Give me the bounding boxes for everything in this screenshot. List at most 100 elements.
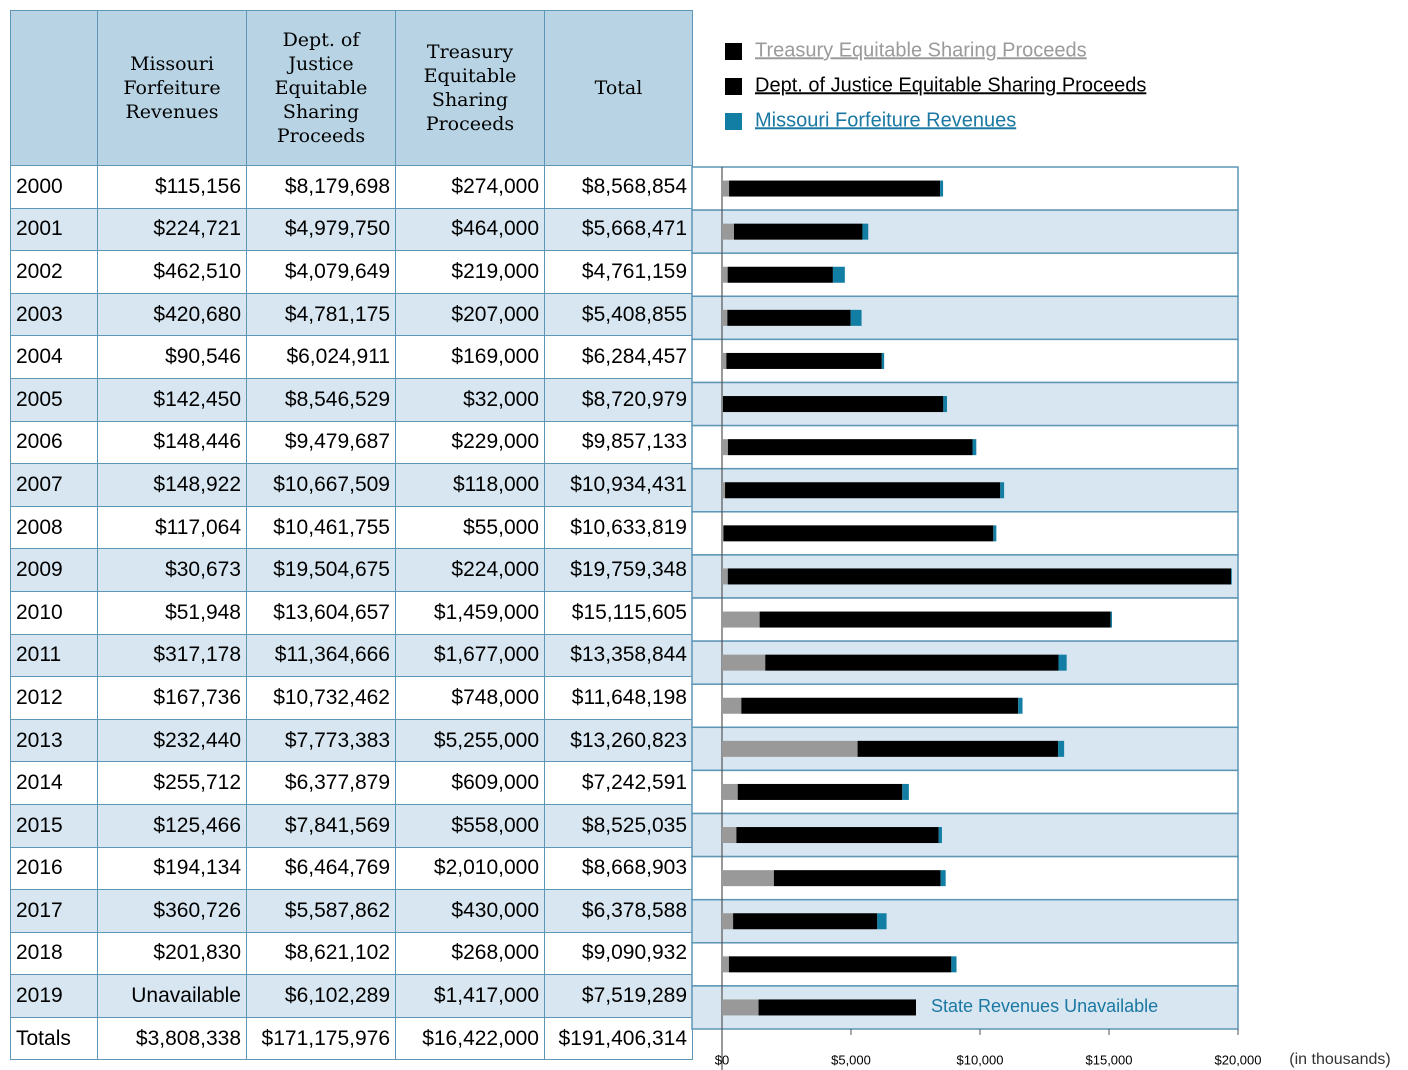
bar-segment	[773, 870, 941, 887]
table-cell: $125,466	[97, 803, 247, 848]
table-cell: $6,464,769	[246, 846, 396, 891]
bar-segment	[902, 783, 909, 800]
table-cell: $317,178	[97, 633, 247, 678]
table-cell: $55,000	[395, 505, 545, 550]
table-cell: $274,000	[395, 165, 545, 209]
bar-segment	[727, 266, 833, 283]
bar-segment	[1230, 568, 1232, 585]
table-cell: $420,680	[97, 292, 247, 337]
annotation: State Revenues Unavailable	[931, 996, 1158, 1016]
totals-row: Totals $3,808,338 $171,175,976 $16,422,000 $…	[10, 1016, 693, 1061]
legend-swatch	[725, 78, 742, 95]
bar-segment	[722, 870, 774, 887]
table-cell: Totals	[10, 1016, 98, 1061]
bar-segment	[722, 396, 723, 413]
table-cell: $224,721	[97, 207, 247, 252]
bar-segment	[993, 525, 997, 542]
table-cell: $1,417,000	[395, 974, 545, 1018]
bar-segment	[722, 740, 858, 757]
table-cell: 2011	[10, 633, 98, 678]
table-cell: $3,808,338	[97, 1016, 247, 1061]
table-cell: $6,102,289	[246, 974, 396, 1018]
table-row: 2008 $117,064 $10,461,755 $55,000 $10,633,81…	[10, 505, 693, 550]
table-row: 2007 $148,922 $10,667,509 $118,000 $10,934,4…	[10, 463, 693, 507]
bar-segment	[741, 697, 1019, 714]
table-cell: $10,732,462	[246, 676, 396, 720]
header-row: Missouri Forfeiture Revenues Dept. of Jus…	[10, 10, 693, 166]
table-cell: $191,406,314	[544, 1016, 693, 1061]
row-stripe	[691, 295, 1239, 341]
table-cell: $7,773,383	[246, 718, 396, 763]
table-cell: 2016	[10, 846, 98, 891]
bar-segment	[951, 956, 957, 973]
bar-segment	[722, 482, 726, 499]
table-cell: $748,000	[395, 676, 545, 720]
bar-segment	[862, 223, 869, 240]
table-cell: 2007	[10, 463, 98, 507]
bar-segment	[727, 568, 1231, 585]
table-cell: $171,175,976	[246, 1016, 396, 1061]
bar-segment	[857, 740, 1059, 757]
header-cell: Missouri Forfeiture Revenues	[97, 10, 247, 166]
table-cell: $7,242,591	[544, 761, 693, 805]
table-cell: $117,064	[97, 505, 247, 550]
table-cell: $19,759,348	[544, 548, 693, 592]
bar-segment	[733, 223, 863, 240]
table-cell: 2018	[10, 931, 98, 976]
table-cell: $10,667,509	[246, 463, 396, 507]
bar-segment	[1110, 611, 1112, 628]
table-row: 2009 $30,673 $19,504,675 $224,000 $19,759,34…	[10, 548, 693, 592]
table-cell: $15,115,605	[544, 590, 693, 635]
table-row: 2016 $194,134 $6,464,769 $2,010,000 $8,668,9…	[10, 846, 693, 891]
bar-segment	[938, 827, 942, 844]
bar-segment	[722, 180, 730, 197]
bar-segment	[722, 913, 734, 930]
table-row: 2017 $360,726 $5,587,862 $430,000 $6,378,588	[10, 889, 693, 933]
table-cell: Unavailable	[97, 974, 247, 1018]
x-tick-label: $0	[715, 1052, 729, 1067]
table-cell: $51,948	[97, 590, 247, 635]
bar-segment	[722, 827, 737, 844]
bar-segment	[940, 180, 944, 197]
bar-segment	[1058, 740, 1065, 757]
table-cell: $118,000	[395, 463, 545, 507]
table-cell: 2010	[10, 590, 98, 635]
data-table: Missouri Forfeiture Revenues Dept. of Jus…	[10, 10, 693, 1061]
table-cell: $194,134	[97, 846, 247, 891]
bar-segment	[722, 352, 727, 369]
legend-label: Missouri Forfeiture Revenues	[755, 109, 1016, 131]
table-row: 2013 $232,440 $7,773,383 $5,255,000 $13,260,…	[10, 718, 693, 763]
bar-segment	[728, 956, 952, 973]
bar-segment	[727, 439, 973, 456]
bar-segment	[722, 611, 760, 628]
table-cell: $11,364,666	[246, 633, 396, 678]
bar-segment	[722, 956, 729, 973]
legend-label: Dept. of Justice Equitable Sharing Proce…	[755, 74, 1146, 96]
table-cell: $16,422,000	[395, 1016, 545, 1061]
table-row: 2019 Unavailable $6,102,289 $1,417,000 $7,51…	[10, 974, 693, 1018]
table-cell: 2008	[10, 505, 98, 550]
table-row: 2002 $462,510 $4,079,649 $219,000 $4,761,159	[10, 250, 693, 294]
table-cell: $5,668,471	[544, 207, 693, 252]
table-cell: $430,000	[395, 889, 545, 933]
table-row: 2000 $115,156 $8,179,698 $274,000 $8,568,854	[10, 165, 693, 209]
x-tick-label: $20,000	[1215, 1052, 1262, 1067]
bar-segment	[877, 913, 887, 930]
table-cell: $207,000	[395, 292, 545, 337]
bar-segment	[722, 697, 742, 714]
table-cell: $4,761,159	[544, 250, 693, 294]
bar-segment	[850, 309, 862, 326]
table-cell: $8,568,854	[544, 165, 693, 209]
table-cell: 2000	[10, 165, 98, 209]
table-cell: $115,156	[97, 165, 247, 209]
table-cell: $462,510	[97, 250, 247, 294]
header-cell: Dept. of Justice Equitable Sharing Proce…	[246, 10, 396, 166]
table-cell: $8,720,979	[544, 377, 693, 422]
table-cell: $148,922	[97, 463, 247, 507]
bar-segment	[722, 396, 944, 413]
table-cell: $32,000	[395, 377, 545, 422]
table-cell: $255,712	[97, 761, 247, 805]
bar-segment	[722, 266, 728, 283]
table-cell: 2015	[10, 803, 98, 848]
table-row: 2004 $90,546 $6,024,911 $169,000 $6,284,457	[10, 335, 693, 379]
